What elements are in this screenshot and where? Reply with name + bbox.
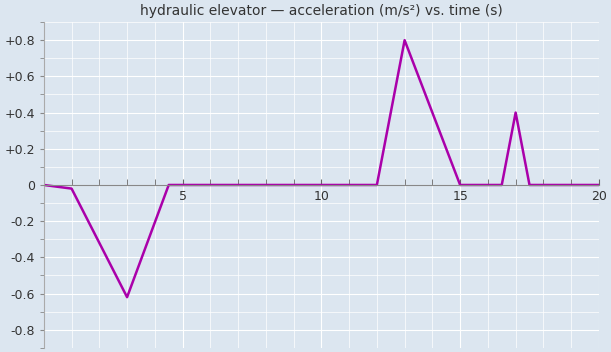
Title: hydraulic elevator — acceleration (m/s²) vs. time (s): hydraulic elevator — acceleration (m/s²)… — [140, 4, 503, 18]
